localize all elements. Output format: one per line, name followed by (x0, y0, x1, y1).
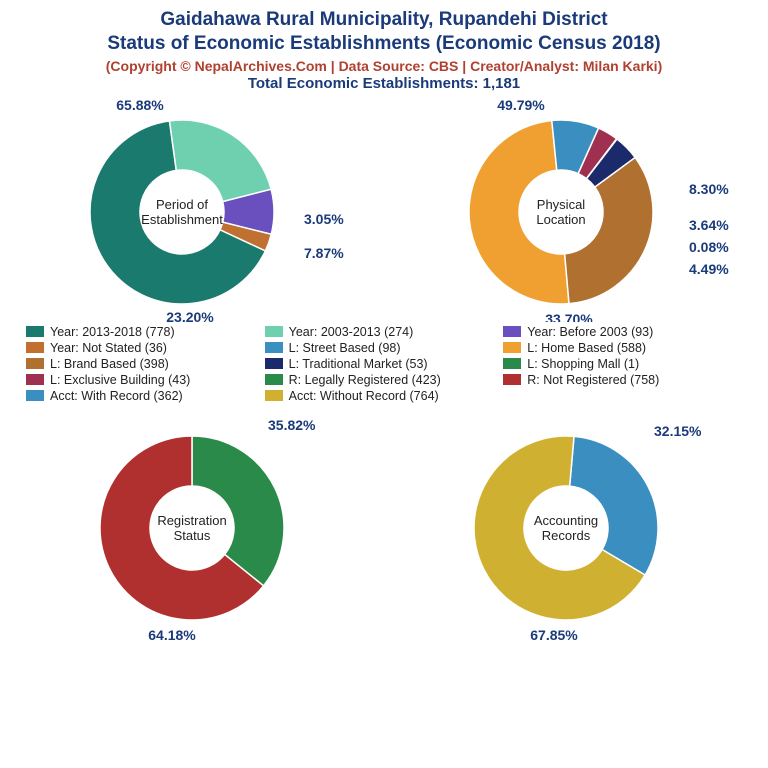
legend-item: L: Street Based (98) (265, 340, 504, 356)
pct-label-with_record: 32.15% (654, 423, 702, 439)
legend-label: L: Brand Based (398) (50, 357, 169, 371)
legend-item: Acct: Without Record (764) (265, 388, 504, 404)
header: Gaidahawa Rural Municipality, Rupandehi … (0, 0, 768, 94)
center-label: Period of (156, 197, 208, 212)
pct-label-street_based: 8.30% (689, 181, 729, 197)
legend-label: L: Traditional Market (53) (289, 357, 428, 371)
slice-legally_reg (192, 436, 284, 586)
pct-label-legally_reg: 35.82% (268, 417, 316, 433)
location-donut: 49.79% 8.30% 3.64% 0.08% 4.49% 33.70% Physical… (391, 94, 751, 322)
legend-label: R: Legally Registered (423) (289, 373, 441, 387)
legend-item: R: Not Registered (758) (503, 372, 742, 388)
legend-swatch (265, 390, 283, 401)
legend-item: Year: Not Stated (36) (26, 340, 265, 356)
legend-item: R: Legally Registered (423) (265, 372, 504, 388)
legend-item: L: Traditional Market (53) (265, 356, 504, 372)
registration-chart-cell: 35.82% 64.18% RegistrationStatus (17, 410, 377, 645)
legend-swatch (26, 358, 44, 369)
legend-swatch (26, 390, 44, 401)
legend: Year: 2013-2018 (778) Year: 2003-2013 (27… (0, 322, 768, 410)
legend-item: L: Brand Based (398) (26, 356, 265, 372)
legend-swatch (26, 342, 44, 353)
legend-item: Year: 2003-2013 (274) (265, 324, 504, 340)
bottom-chart-row: 35.82% 64.18% RegistrationStatus 32.15% 67.… (0, 410, 768, 645)
legend-label: Acct: With Record (362) (50, 389, 183, 403)
slice-with_record (570, 436, 658, 575)
legend-swatch (265, 326, 283, 337)
legend-swatch (265, 374, 283, 385)
pct-label-before_2003: 7.87% (304, 245, 344, 261)
period-chart-cell: 65.88% 23.20% 7.87% 3.05% Period ofEstablish… (17, 94, 377, 322)
title-line-2: Status of Economic Establishments (Econo… (10, 32, 758, 56)
legend-swatch (265, 358, 283, 369)
legend-label: Year: Before 2003 (93) (527, 325, 653, 339)
accounting-chart-cell: 32.15% 67.85% AccountingRecords (391, 410, 751, 645)
location-chart-cell: 49.79% 8.30% 3.64% 0.08% 4.49% 33.70% Physical… (391, 94, 751, 322)
accounting-donut: 32.15% 67.85% AccountingRecords (391, 410, 751, 645)
legend-item: Year: 2013-2018 (778) (26, 324, 265, 340)
legend-item: L: Shopping Mall (1) (503, 356, 742, 372)
legend-item: Acct: With Record (362) (26, 388, 265, 404)
period-donut: 65.88% 23.20% 7.87% 3.05% Period ofEstablish… (17, 94, 377, 322)
center-label: Location (536, 212, 585, 227)
center-label: Registration (157, 513, 226, 528)
pct-label-brand_based: 33.70% (545, 311, 593, 322)
pct-label-shopping_mall: 0.08% (689, 239, 729, 255)
pct-label-trad_market: 4.49% (689, 261, 729, 277)
legend-swatch (503, 358, 521, 369)
legend-swatch (26, 326, 44, 337)
legend-label: Year: 2003-2013 (274) (289, 325, 414, 339)
top-chart-row: 65.88% 23.20% 7.87% 3.05% Period ofEstablish… (0, 94, 768, 322)
legend-swatch (265, 342, 283, 353)
pct-label-y2003_2013: 23.20% (166, 309, 214, 322)
registration-donut: 35.82% 64.18% RegistrationStatus (17, 410, 377, 645)
center-label: Status (174, 528, 211, 543)
credit-line: (Copyright © NepalArchives.Com | Data So… (10, 58, 758, 74)
center-label: Records (542, 528, 591, 543)
center-label: Physical (537, 197, 586, 212)
legend-label: L: Shopping Mall (1) (527, 357, 639, 371)
legend-label: Year: 2013-2018 (778) (50, 325, 175, 339)
legend-label: R: Not Registered (758) (527, 373, 659, 387)
legend-label: Year: Not Stated (36) (50, 341, 167, 355)
total-line: Total Economic Establishments: 1,181 (10, 75, 758, 92)
pct-label-y2013_2018: 65.88% (116, 97, 164, 113)
legend-swatch (503, 374, 521, 385)
pct-label-not_reg: 64.18% (148, 627, 196, 643)
legend-label: L: Street Based (98) (289, 341, 401, 355)
legend-item: L: Exclusive Building (43) (26, 372, 265, 388)
center-label: Establishment (141, 212, 223, 227)
slice-y2003_2013 (169, 120, 271, 202)
legend-item: Year: Before 2003 (93) (503, 324, 742, 340)
pct-label-exclusive_bldg: 3.64% (689, 217, 729, 233)
legend-swatch (26, 374, 44, 385)
pct-label-not_stated: 3.05% (304, 211, 344, 227)
pct-label-without_record: 67.85% (530, 627, 578, 643)
legend-label: Acct: Without Record (764) (289, 389, 439, 403)
title-line-1: Gaidahawa Rural Municipality, Rupandehi … (10, 8, 758, 32)
legend-label: L: Home Based (588) (527, 341, 646, 355)
legend-swatch (503, 326, 521, 337)
legend-swatch (503, 342, 521, 353)
pct-label-home_based: 49.79% (497, 97, 545, 113)
slice-brand_based (565, 157, 653, 303)
legend-item: L: Home Based (588) (503, 340, 742, 356)
legend-label: L: Exclusive Building (43) (50, 373, 190, 387)
center-label: Accounting (534, 513, 598, 528)
